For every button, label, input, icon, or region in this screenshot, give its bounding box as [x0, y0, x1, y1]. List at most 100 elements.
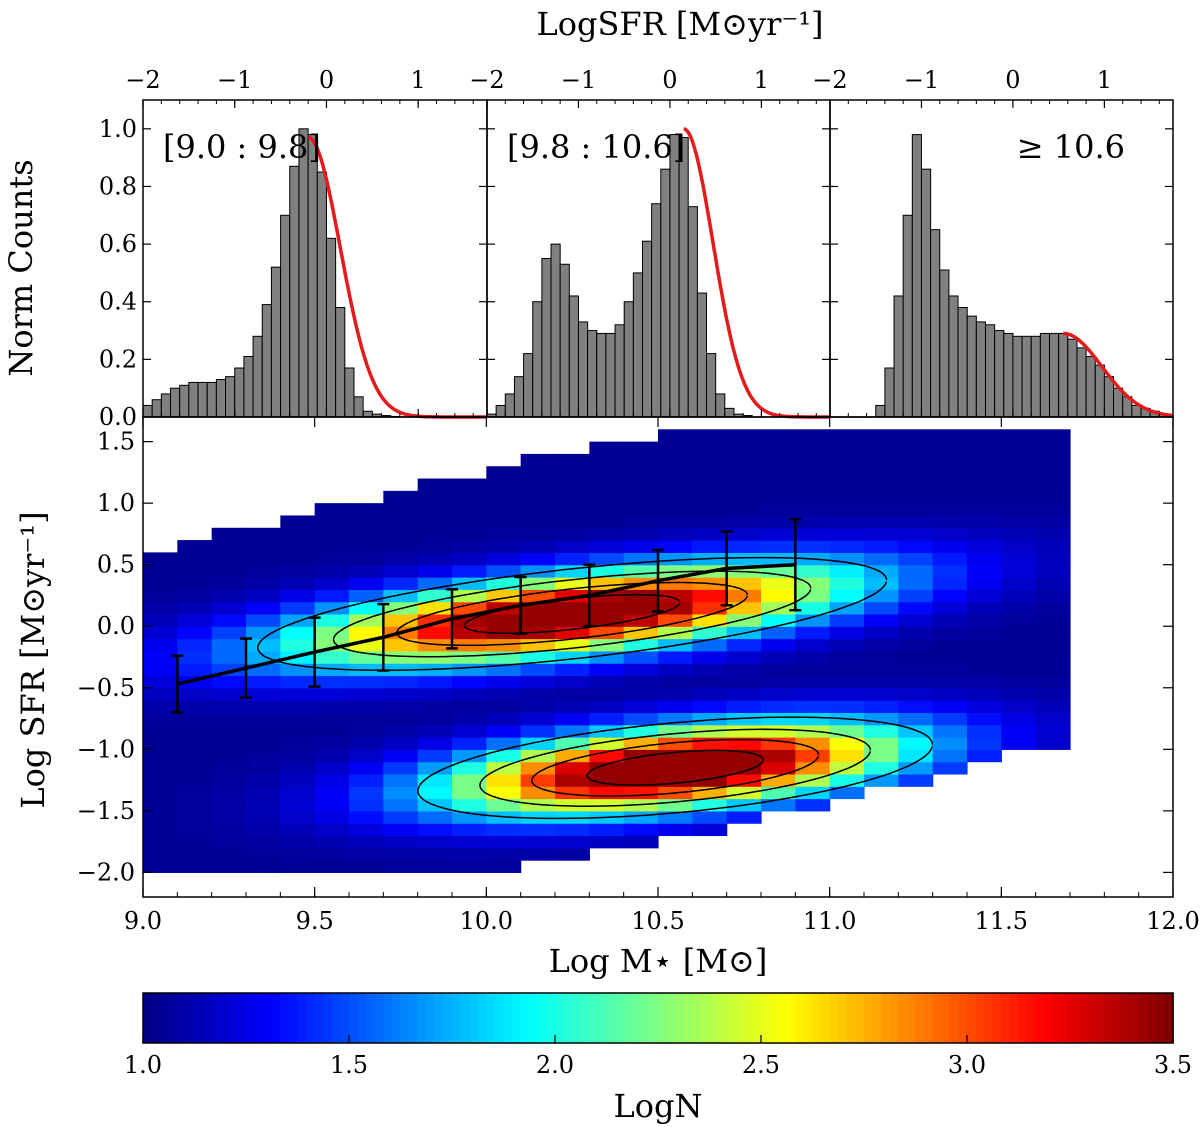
heatmap-cell [1035, 626, 1071, 640]
heatmap-cell [1035, 601, 1071, 615]
histogram-bar [170, 387, 181, 418]
heatmap-cell [177, 564, 213, 578]
heatmap-cell [314, 589, 350, 603]
hist-x-axis-label: LogSFR [M⊙yr⁻¹] [536, 5, 823, 43]
heatmap-cell [898, 515, 934, 529]
heatmap-cell [692, 737, 728, 750]
heatmap-cell [967, 490, 1002, 504]
heatmap-cell [623, 737, 659, 750]
heatmap-cell [864, 650, 899, 664]
histogram-bar [197, 381, 208, 418]
histogram-bar [632, 272, 643, 418]
heatmap-cell [246, 675, 281, 689]
histogram-bar [623, 301, 634, 418]
heatmap-cell [1001, 515, 1037, 529]
heatmap-cell [520, 527, 556, 541]
heatmap-cell [211, 577, 247, 590]
colorbar-segment [1130, 993, 1140, 1043]
heatmap-cell [864, 773, 899, 787]
heatmap-cell [314, 577, 350, 590]
heatmap-cell [967, 650, 1002, 664]
heatmap-cell [1035, 515, 1071, 529]
heatmap-cell [177, 577, 213, 590]
heatmap-cell [761, 478, 796, 492]
hist-y-tick-label: 0.2 [99, 345, 137, 373]
histogram-bar [523, 353, 534, 418]
colorbar-segment [331, 993, 342, 1043]
heatmap-cell [967, 675, 1002, 689]
heatmap-cell [417, 675, 453, 689]
heatmap-cell [692, 650, 728, 664]
heatmap-cell [520, 466, 556, 480]
heatmap-cell [211, 810, 247, 824]
hist-x-tick-label: 0 [662, 66, 677, 94]
histogram-bar [1067, 338, 1078, 418]
colorbar-segment [778, 993, 788, 1043]
heatmap-cell [967, 663, 1002, 677]
heatmap-cell [383, 577, 419, 590]
colorbar-segment [1164, 993, 1174, 1043]
colorbar-segment [615, 993, 625, 1043]
heatmap-cell [177, 663, 213, 677]
heatmap-cell [555, 490, 590, 504]
histogram-bar [893, 295, 904, 418]
heatmap-cell [383, 613, 419, 627]
heatmap-cell [520, 503, 556, 517]
heatmap-cell [211, 761, 247, 775]
heatmap-cell [795, 626, 831, 640]
hist-y-axis-label: Norm Counts [2, 159, 40, 376]
heatmap-cell [452, 527, 487, 541]
heatmap-cell [349, 613, 384, 627]
heatmap-cell [417, 626, 453, 640]
heatmap-cell [177, 601, 213, 615]
histogram-panels: −2 −1 0 1 0.0 0.2 0.4 0.6 0.8 1.0 [9.0 : 9.8] −2 −1 0… [99, 66, 1174, 431]
heatmap-cell [486, 700, 522, 713]
heatmap-cell [692, 441, 728, 455]
heatmap-cell [658, 441, 693, 455]
heatmap-cell [864, 687, 899, 701]
heatmap-cell [314, 823, 350, 837]
heatmap-cell [177, 749, 213, 763]
colorbar-segment [889, 993, 900, 1043]
histogram-bar [596, 332, 607, 418]
heatmap-cell [1001, 429, 1037, 443]
heatmap-cell [658, 478, 693, 492]
heatmap-cell [589, 700, 625, 713]
hist-y-tick-label: 0.0 [99, 403, 137, 431]
heatmap-cell [280, 626, 316, 640]
colorbar-segment [271, 993, 282, 1043]
colorbar-segment [898, 993, 908, 1043]
heatmap-cell [623, 441, 659, 455]
histogram-bar [678, 136, 689, 418]
heatmap-cell [246, 638, 281, 652]
heatmap-cell [864, 453, 899, 467]
heatmap-cell [932, 527, 968, 541]
heatmap-cell [761, 527, 796, 541]
heatmap-cell [761, 663, 796, 677]
heatmap-cell [177, 810, 213, 824]
heatmap-cell [623, 724, 659, 738]
heatmap-cell [486, 675, 522, 689]
heatmap-cell [932, 650, 968, 664]
heatmap-cell [143, 663, 178, 677]
heatmap-cell [692, 761, 728, 775]
heatmap-cell [452, 749, 487, 763]
heatmap-cell [246, 626, 281, 640]
heatmap-cell [932, 749, 968, 763]
heatmap-cell [726, 601, 762, 615]
heatmap-cell [623, 478, 659, 492]
heatmap-cell [795, 589, 831, 603]
heatmap-cell [967, 466, 1002, 480]
heatmap-cell [486, 564, 522, 578]
histogram-bar [975, 321, 986, 418]
heatmap-cell [1035, 577, 1071, 590]
colorbar-segment [383, 993, 393, 1043]
heatmap-cell [795, 675, 831, 689]
colorbar-segment [349, 993, 359, 1043]
heatmap-cell [726, 761, 762, 775]
heatmap-cell [864, 589, 899, 603]
heatmap-cell [349, 860, 384, 873]
heatmap-cell [761, 724, 796, 738]
heatmap-cell [623, 540, 659, 553]
heatmap-cell [864, 527, 899, 541]
